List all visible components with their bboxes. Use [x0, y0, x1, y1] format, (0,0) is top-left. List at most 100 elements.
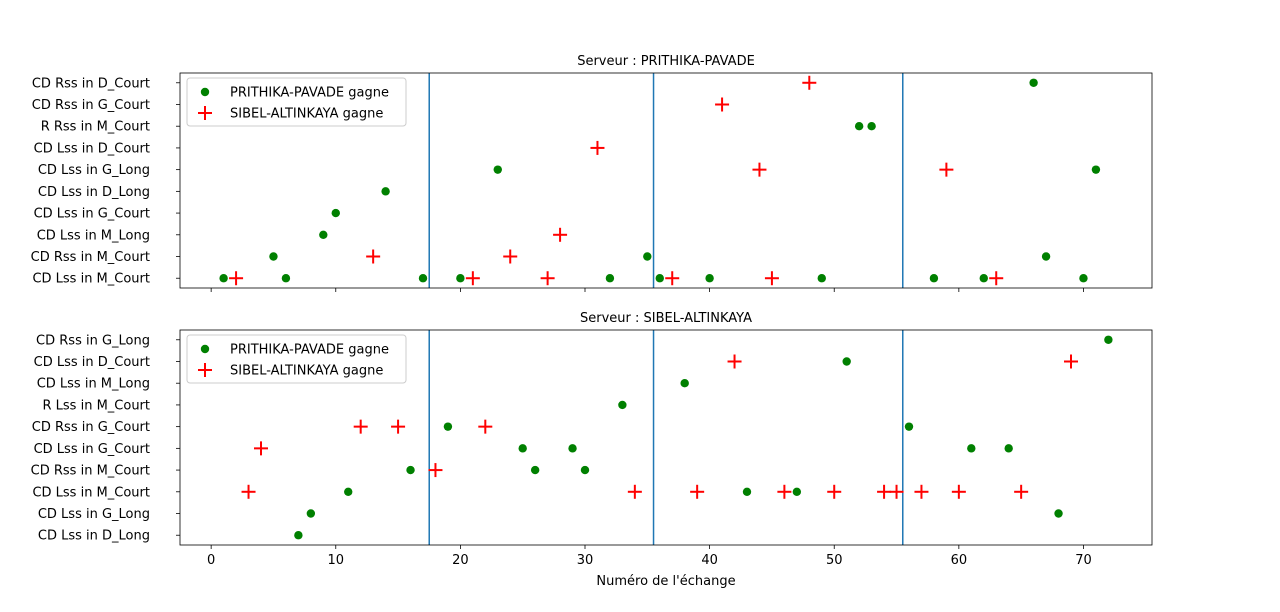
y-tick-label: CD Lss in G_Long	[38, 163, 150, 178]
data-point-dot	[967, 444, 976, 453]
chart-title: Serveur : SIBEL-ALTINKAYA	[580, 311, 752, 326]
y-tick-label: CD Lss in M_Long	[37, 377, 150, 392]
y-tick-label: CD Lss in M_Court	[32, 272, 150, 287]
data-point-dot	[269, 252, 278, 261]
x-tick-label: 20	[452, 553, 469, 568]
x-tick-label: 10	[327, 553, 344, 568]
data-point-dot	[344, 487, 353, 496]
y-tick-label: CD Lss in G_Court	[34, 442, 150, 457]
data-point-plus	[889, 484, 904, 499]
data-point-dot	[518, 444, 527, 453]
data-point-dot	[842, 357, 851, 366]
data-point-plus	[989, 271, 1004, 286]
data-point-dot	[1054, 509, 1063, 518]
data-point-plus	[777, 484, 792, 499]
data-point-plus	[553, 227, 568, 242]
y-tick-label: CD Rss in G_Court	[32, 98, 150, 113]
data-point-dot	[443, 422, 453, 431]
data-point-dot	[1091, 165, 1101, 174]
legend-label: SIBEL-ALTINKAYA gagne	[230, 364, 383, 379]
data-point-plus	[914, 484, 929, 499]
data-point-dot	[580, 465, 590, 475]
data-point-dot	[605, 274, 615, 283]
x-tick-label: 70	[1075, 553, 1092, 568]
data-point-plus	[939, 162, 954, 177]
data-point-dot	[1029, 78, 1038, 87]
legend: PRITHIKA-PAVADE gagne SIBEL-ALTINKAYA gag…	[186, 334, 407, 384]
x-tick-label: 0	[207, 553, 215, 568]
data-point-dot	[979, 274, 988, 283]
data-point-dot	[742, 487, 752, 496]
data-point-dot	[618, 400, 627, 410]
legend-marker-dot	[200, 344, 210, 354]
data-point-plus	[665, 271, 680, 286]
y-tick-label: CD Lss in M_Long	[37, 228, 150, 243]
data-point-plus	[391, 419, 406, 434]
x-tick-label: 50	[826, 553, 843, 568]
data-point-plus	[951, 484, 966, 499]
y-tick-label: CD Rss in G_Long	[36, 333, 150, 348]
data-point-dot	[867, 122, 876, 131]
data-point-plus	[764, 271, 779, 286]
chart-panel-1: Serveur : PRITHIKA-PAVADE CD Lss in M_Cou…	[31, 54, 1153, 292]
y-tick-label: CD Lss in D_Long	[38, 185, 150, 200]
y-tick-label: CD Rss in D_Court	[32, 76, 150, 91]
data-point-plus	[802, 75, 817, 90]
y-tick-label: CD Lss in M_Court	[32, 485, 150, 500]
data-point-dot	[319, 230, 328, 239]
x-tick-label: 30	[577, 553, 594, 568]
y-tick-label: R Lss in M_Court	[43, 398, 151, 413]
legend-marker-plus	[198, 363, 212, 377]
x-tick-label: 40	[701, 553, 718, 568]
data-point-plus	[727, 354, 742, 369]
data-point-plus	[877, 484, 892, 499]
data-point-plus	[503, 249, 518, 264]
data-point-plus	[1064, 354, 1078, 369]
data-point-plus	[827, 484, 842, 499]
legend-label: SIBEL-ALTINKAYA gagne	[230, 107, 383, 122]
data-point-dot	[1004, 444, 1013, 453]
data-point-dot	[680, 379, 689, 388]
legend-marker-dot	[200, 87, 210, 97]
y-tick-label: CD Lss in D_Court	[34, 355, 150, 370]
data-point-dot	[306, 509, 316, 518]
y-tick-label: CD Rss in M_Court	[31, 250, 150, 265]
y-tick-label: CD Rss in M_Court	[31, 464, 150, 479]
data-point-plus	[752, 162, 767, 177]
x-axis-label: Numéro de l'échange	[596, 574, 735, 589]
data-point-dot	[792, 487, 802, 496]
data-point-dot	[655, 274, 664, 283]
chart-title: Serveur : PRITHIKA-PAVADE	[577, 54, 755, 69]
data-point-dot	[643, 252, 652, 261]
plot-frame	[179, 329, 1153, 546]
data-point-dot	[929, 274, 939, 283]
data-point-dot	[493, 165, 502, 174]
data-point-dot	[294, 531, 303, 540]
data-point-dot	[705, 274, 714, 283]
data-point-plus	[366, 249, 381, 264]
y-tick-label: R Rss in M_Court	[41, 120, 150, 135]
data-point-dot	[904, 422, 914, 431]
legend-box	[186, 77, 407, 127]
data-point-dot	[418, 274, 428, 283]
y-tick-label: CD Lss in D_Long	[38, 529, 150, 544]
data-point-plus	[1014, 484, 1029, 499]
data-point-dot	[817, 274, 826, 283]
data-point-plus	[715, 97, 730, 112]
data-point-dot	[381, 187, 390, 196]
data-point-dot	[854, 122, 864, 131]
data-point-plus	[241, 484, 256, 499]
data-point-plus	[465, 271, 480, 286]
data-point-dot	[1079, 274, 1088, 283]
data-point-dot	[456, 274, 465, 283]
data-point-dot	[568, 444, 577, 453]
data-point-plus	[590, 140, 605, 155]
data-point-plus	[690, 484, 705, 499]
data-point-dot	[281, 274, 291, 283]
plot-frame	[179, 72, 1153, 289]
legend-box	[186, 334, 407, 384]
data-point-dot	[406, 465, 415, 475]
data-point-plus	[540, 271, 555, 286]
data-point-dot	[1104, 335, 1113, 344]
